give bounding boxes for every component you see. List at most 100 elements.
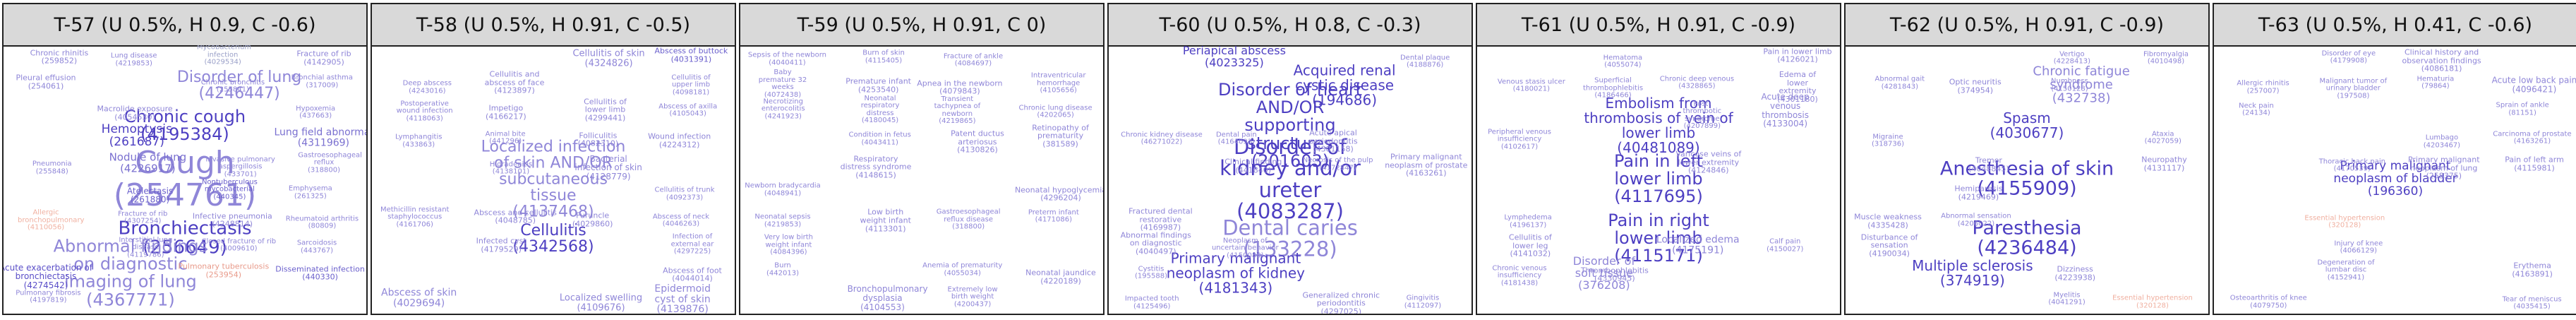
term-label: Sarcoidosis — [296, 239, 337, 247]
term-label: Necrosis of the pulp — [1302, 156, 1373, 165]
term-count: (4219853) — [764, 220, 802, 229]
topic-panel: T-62 (U 0.5%, H 0.91, C -0.9) Anesthesia … — [1844, 3, 2210, 315]
cloud-term: Cellulitis and abscess of face (4123897) — [477, 71, 552, 95]
term-count: (4055034) — [944, 269, 981, 278]
term-count: (4164093) — [1217, 138, 1256, 146]
term-count: (4079750) — [2250, 302, 2287, 310]
topic-panel: T-58 (U 0.5%, H 0.91, C -0.5) Localized i… — [371, 3, 736, 315]
term-label: Sprain of ankle — [2496, 101, 2549, 109]
cloud-term: Bacterial infection of skin (4128779) — [572, 154, 645, 182]
term-count: (4084697) — [954, 59, 992, 68]
term-label: Cellulitis of trunk — [654, 186, 715, 194]
cloud-term: Deep abscess (4243016) — [403, 80, 452, 95]
term-count: (4128779) — [586, 171, 631, 182]
cloud-term: Malignant tumor of urinary bladder (19750… — [2315, 77, 2392, 100]
term-label: Interstitial lung disease — [119, 236, 173, 251]
term-label: Acute exacerbation of bronchiectasis — [4, 262, 92, 282]
cloud-term: Abnormal findings on diagnostic (4040497) — [1117, 231, 1194, 256]
term-count: (4124846) — [1688, 165, 1729, 175]
term-label: Chronic deep venous — [1659, 75, 1735, 83]
term-count: (4223938) — [2054, 273, 2095, 283]
term-label: Postoperative wound infection — [396, 99, 453, 115]
term-label: Necrotizing enterocolitis — [761, 97, 805, 113]
term-label: Primary malignant neoplasm of prostate — [1385, 152, 1468, 170]
cloud-term: Neonatal respiratory distress (4180045) — [848, 95, 913, 125]
term-label: Macrolide exposure — [97, 104, 173, 114]
term-count: (320128) — [2328, 221, 2361, 230]
term-label: Disturbance of sensation — [1860, 232, 1918, 251]
cloud-term: Ataxia (4027059) — [2145, 131, 2181, 146]
term-count: (4175191) — [1672, 244, 1724, 256]
term-count: (261325) — [294, 192, 327, 201]
cloud-term: Paresthesia (4236484) — [1972, 218, 2081, 259]
term-label: Gastroesophageal reflux disease — [936, 208, 1001, 224]
term-label: Infection of external ear — [670, 232, 714, 248]
term-count: (195588) — [1135, 272, 1167, 280]
cloud-term: Necrotizing enterocolitis (4241923) — [755, 97, 812, 121]
cloud-term: Chronic bronchitis (255841) — [201, 79, 265, 94]
term-count: (376208) — [1578, 278, 1630, 292]
cloud-term: Allergic bronchopulmonary (4110056) — [18, 209, 84, 232]
term-count: (4092373) — [666, 194, 704, 202]
term-label: Essential hypertension — [2304, 214, 2385, 223]
term-label: Newborn bradycardia — [745, 182, 821, 190]
term-label: Atelectasis — [126, 186, 174, 196]
term-label: Fibromyalgia — [2143, 50, 2189, 59]
cloud-term: Carcinoma of prostate (4163261) — [2493, 131, 2571, 146]
cloud-term: Cellulitis of skin (4324826) — [572, 49, 644, 68]
term-label: Infective pneumonia — [192, 211, 272, 221]
panel-title: T-59 (U 0.5%, H 0.91, C 0) — [740, 4, 1103, 47]
term-count: (4138101) — [492, 167, 530, 176]
cloud-term: Dizziness (4223938) — [2054, 266, 2095, 282]
cloud-term: Patent ductus arteriosus (4130826) — [948, 130, 1007, 155]
term-label: Primary malignant neoplasm of kidney — [1166, 249, 1306, 282]
cloud-term: Embolism from thrombosis of vein of lowe… — [1581, 96, 1736, 155]
cloud-term: Invasive pulmonary aspergillosis (433701) — [204, 155, 276, 179]
term-count: (4029694) — [392, 297, 445, 309]
term-count: (4241923) — [764, 112, 802, 121]
cloud-term: Abscess of axilla (4105043) — [658, 103, 717, 118]
term-label: Disorder of heart AND/OR supporting stru… — [1218, 80, 1362, 153]
term-count: (4082310) — [577, 138, 619, 148]
term-count: (4148615) — [855, 170, 896, 180]
cloud-term: Primary malignant neoplasm of prostate (4… — [1379, 153, 1471, 178]
term-count: (4126021) — [1777, 54, 1818, 64]
term-count: (4172847) — [1319, 164, 1356, 172]
term-count: (4043411) — [861, 138, 898, 147]
term-count: (4152941) — [2327, 273, 2365, 281]
cloud-term: Sarcoidosis (443767) — [296, 239, 337, 255]
term-label: Cystitis — [1138, 265, 1164, 273]
term-count: (4105043) — [669, 109, 706, 118]
term-label: Erythema — [2513, 261, 2551, 271]
term-count: (4112097) — [1404, 302, 1442, 310]
cloud-term: Bronchial asthma (317009) — [291, 74, 353, 90]
term-count: (4180021) — [1512, 85, 1551, 93]
cloud-term: Gastroesophageal reflux (318800) — [298, 151, 362, 174]
cloud-term: Localized swelling (4109676) — [560, 293, 642, 313]
term-count: (4219865) — [939, 117, 976, 126]
term-count: (4031391) — [670, 54, 712, 64]
term-count: (437663) — [299, 112, 332, 120]
cloud-term: Gingivitis (4112097) — [1404, 295, 1441, 310]
word-cloud: Cough (254761) Bronchiectasis (256649) Chron… — [4, 45, 366, 314]
term-count: (4179529) — [481, 244, 522, 254]
cloud-term: Macrolide exposure (4054530) — [97, 105, 172, 122]
cloud-term: Extremely low birth weight (4200437) — [943, 285, 1001, 309]
term-label: Low birth weight infant — [860, 208, 911, 225]
term-label: Disorder of soft tissue — [1572, 254, 1636, 280]
term-count: (4243016) — [409, 87, 446, 95]
cloud-term: Pulmonary fibrosis (4197819) — [16, 290, 80, 304]
term-count: (4296204) — [1040, 193, 1081, 203]
cloud-term: Abscess of buttock (4031391) — [654, 47, 728, 64]
term-count: (4163261) — [2513, 137, 2551, 146]
cloud-term: Bronchiectasis (256649) — [118, 218, 251, 258]
term-count: (4163891) — [2512, 269, 2553, 279]
cloud-term: Rheumatoid arthritis (80809) — [286, 215, 359, 230]
term-label: Nontuberculous mycobacterial — [201, 177, 258, 194]
term-label: Baby premature 32 weeks — [758, 69, 807, 92]
term-label: Pain in left lower limb — [1614, 151, 1703, 189]
term-count: (4041291) — [2048, 298, 2086, 307]
term-count: (79864) — [2421, 82, 2450, 90]
cloud-term: Degeneration of lumbar disc (4152941) — [2316, 259, 2376, 282]
cloud-term: Abscess of skin (4029694) — [381, 288, 457, 308]
